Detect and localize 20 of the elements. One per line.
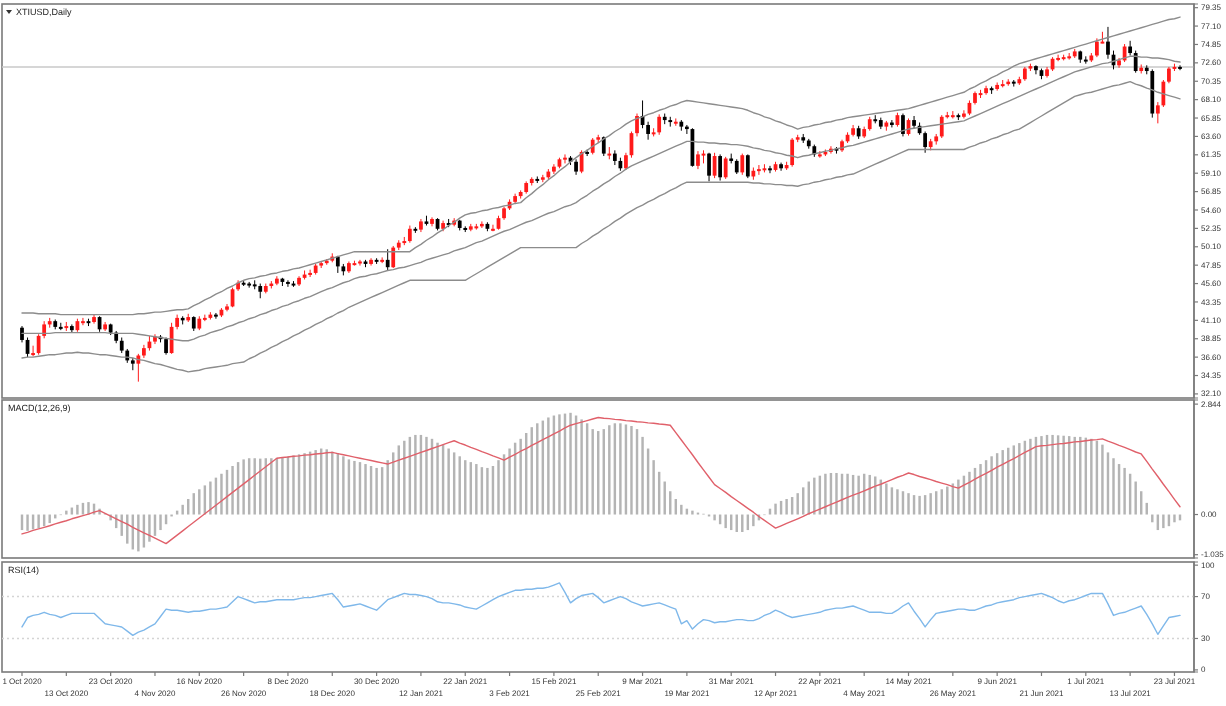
candlestick: [718, 153, 723, 182]
candlestick: [657, 113, 662, 136]
candlestick: [757, 164, 761, 176]
candlestick: [136, 353, 141, 383]
candlestick: [723, 156, 728, 180]
candlestick: [912, 115, 916, 129]
candlestick: [745, 153, 750, 179]
candlestick: [1095, 37, 1099, 58]
line-series: [21, 582, 1181, 637]
candlestick: [740, 153, 745, 176]
candlestick: [923, 131, 928, 154]
candlestick: [790, 137, 795, 168]
line-series: [21, 416, 1181, 545]
line-series: [21, 16, 1181, 316]
candlestick: [552, 163, 556, 175]
candlestick: [612, 149, 617, 166]
candlestick: [707, 152, 711, 182]
line-series: [21, 55, 1181, 342]
candlestick: [385, 248, 390, 271]
candlestick: [1150, 68, 1155, 119]
